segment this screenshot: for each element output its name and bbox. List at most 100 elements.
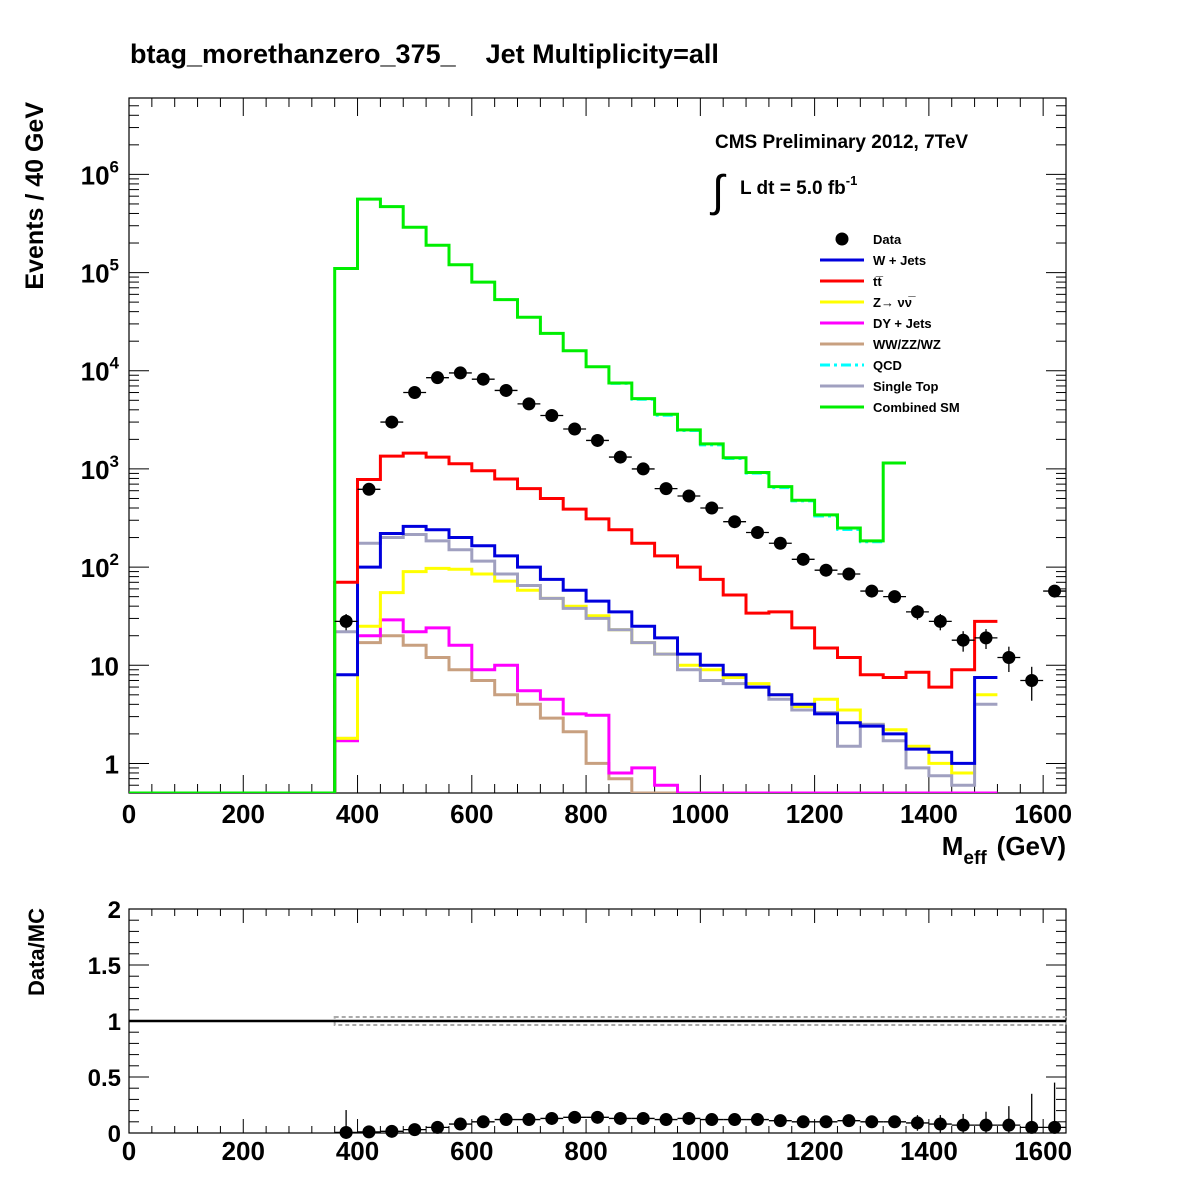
ratio-point (773, 1114, 787, 1128)
legend-marker-icon (835, 232, 849, 246)
ratio-point (659, 1113, 673, 1127)
data-point (933, 614, 947, 628)
data-point (362, 482, 376, 496)
y-tick-exponent: 3 (110, 452, 119, 471)
data-point (1048, 584, 1062, 598)
legend-label: W + Jets (873, 253, 926, 268)
ratio-y-axis: 0 0.5 1 1.5 2 (88, 897, 1066, 1148)
ratio-point (956, 1118, 970, 1132)
legend-label: tt̅ (873, 274, 883, 289)
luminosity-text: L dt = 5.0 fb (740, 178, 846, 199)
ratio-point (385, 1124, 399, 1138)
data-point (728, 515, 742, 529)
ratio-point (431, 1120, 445, 1134)
y-tick-base: 10 (81, 357, 110, 387)
x-tick-label: 200 (222, 799, 265, 829)
histograms (129, 197, 998, 793)
data-point (636, 462, 650, 476)
data-point (339, 614, 353, 628)
main-x-axis: 0 200 400 600 800 1000 1200 1400 1600 (122, 98, 1072, 829)
legend-label: Combined SM (873, 400, 960, 415)
data-point (613, 450, 627, 464)
data-point (819, 563, 833, 577)
ratio-point (933, 1117, 947, 1131)
legend-item: Z→ νν̅ (820, 295, 916, 310)
ratio-point (888, 1115, 902, 1129)
data-point (522, 397, 536, 411)
legend-item: Single Top (820, 379, 939, 394)
data-point (910, 605, 924, 619)
data-point (659, 482, 673, 496)
x-axis-title-subscript: eff (963, 848, 987, 869)
ratio-point (728, 1113, 742, 1127)
x-tick-label: 1200 (786, 799, 844, 829)
data-point (979, 631, 993, 645)
ratio-x-tick-label: 600 (450, 1136, 493, 1166)
ratio-y-tick-label: 0.5 (88, 1065, 121, 1092)
y-tick-label: 1 (105, 749, 119, 779)
x-axis-title-main: M (942, 831, 964, 861)
ratio-x-tick-label: 1600 (1014, 1136, 1072, 1166)
ratio-point (865, 1115, 879, 1129)
y-tick-label: 106 (81, 157, 119, 190)
x-tick-label: 600 (450, 799, 493, 829)
legend-item: QCD (820, 358, 902, 373)
legend-item: DY + Jets (820, 316, 932, 331)
ratio-point (1048, 1120, 1062, 1134)
data-point (1025, 673, 1039, 687)
x-tick-label: 400 (336, 799, 379, 829)
integral-symbol: ∫ (709, 167, 727, 216)
data-point (385, 415, 399, 429)
ratio-x-tick-label: 1000 (671, 1136, 729, 1166)
x-axis-title-unit: (GeV) (997, 831, 1066, 861)
data-point (865, 584, 879, 598)
ratio-point (522, 1113, 536, 1127)
legend-item: Data (835, 232, 902, 247)
ratio-x-axis: 0 200 400 600 800 1000 1200 1400 1600 (122, 909, 1072, 1166)
x-tick-label: 1400 (900, 799, 958, 829)
ratio-point (568, 1110, 582, 1124)
series-single-top-line (129, 533, 998, 793)
ratio-point (819, 1115, 833, 1129)
data-point (431, 371, 445, 385)
ratio-plot-panel: 0 200 400 600 800 1000 1200 1400 1600 0 0.5 1 1.5 2 Da… (24, 897, 1072, 1166)
data-point (408, 386, 422, 400)
x-tick-label: 1000 (671, 799, 729, 829)
cms-preliminary-label: CMS Preliminary 2012, 7TeV (715, 132, 968, 153)
ratio-point (499, 1113, 513, 1127)
series-ww-zz-wz-line (129, 634, 998, 793)
y-tick-label: 10 (90, 651, 119, 681)
legend: Data W + Jets tt̅ Z→ νν̅ DY + Jets WW/ZZ/WZ QC… (820, 232, 960, 415)
ratio-point (750, 1113, 764, 1127)
legend-item: W + Jets (820, 253, 926, 268)
y-axis-title: Events / 40 GeV (21, 102, 49, 290)
y-tick-base: 10 (81, 259, 110, 289)
data-point (796, 552, 810, 566)
ratio-point (591, 1110, 604, 1124)
ratio-y-axis-title: Data/MC (24, 908, 49, 996)
data-point (682, 489, 696, 503)
series-tt-line (129, 451, 998, 793)
series-w-jets-line (129, 524, 998, 793)
ratio-point (842, 1114, 856, 1128)
legend-label: DY + Jets (873, 316, 932, 331)
main-plot-panel: 0 200 400 600 800 1000 1200 1400 160011010210310… (21, 97, 1072, 869)
y-tick-exponent: 6 (110, 157, 119, 176)
ratio-x-tick-label: 0 (122, 1136, 136, 1166)
y-tick-exponent: 5 (110, 256, 119, 275)
ratio-y-tick-label: 2 (108, 897, 121, 924)
ratio-point (453, 1117, 467, 1131)
data-point (591, 433, 604, 447)
data-point (476, 372, 490, 386)
legend-item: WW/ZZ/WZ (820, 337, 941, 352)
ratio-point (636, 1111, 650, 1125)
legend-item: Combined SM (820, 400, 960, 415)
ratio-x-tick-label: 400 (336, 1136, 379, 1166)
ratio-y-tick-label: 0 (108, 1121, 121, 1148)
luminosity-label: L dt = 5.0 fb-1 (740, 173, 857, 199)
ratio-point (362, 1125, 376, 1139)
ratio-x-tick-label: 1200 (786, 1136, 844, 1166)
legend-label: Single Top (873, 379, 939, 394)
ratio-point (339, 1125, 353, 1139)
